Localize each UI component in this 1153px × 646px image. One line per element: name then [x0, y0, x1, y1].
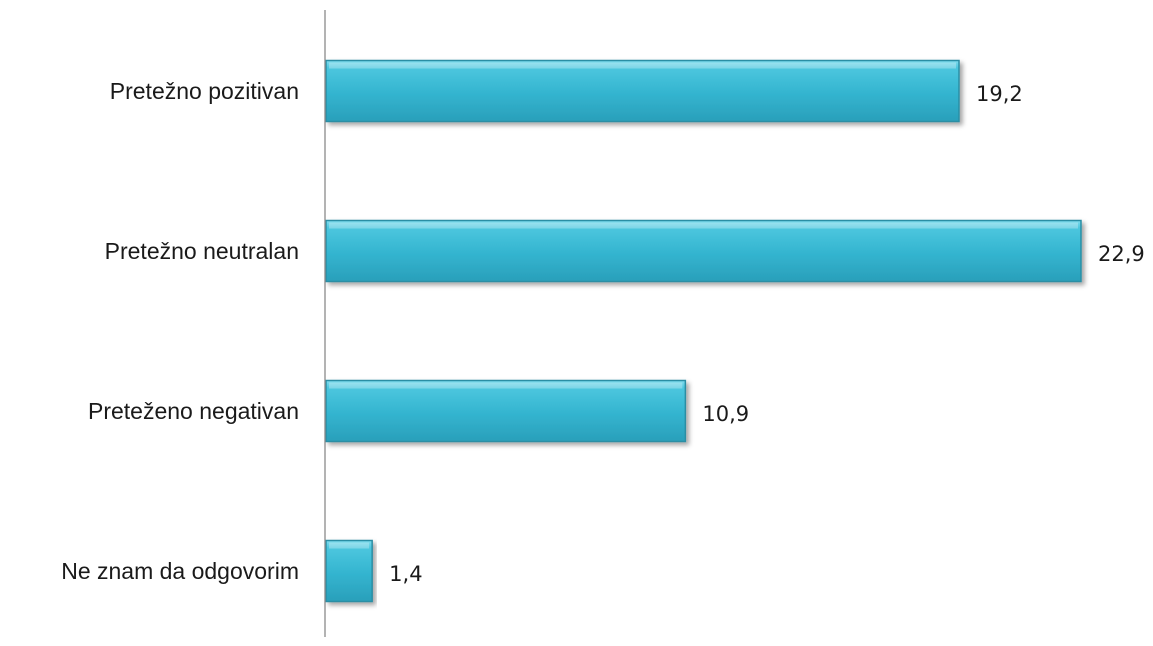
category-label: Ne znam da odgovorim — [61, 558, 299, 584]
bar-highlight-2 — [329, 382, 683, 389]
category-label: Pretežno neutralan — [105, 238, 299, 264]
labels-layer: Pretežno pozitivan 19,2 Pretežno neutralan… — [61, 78, 1145, 586]
value-label: 22,9 — [1098, 242, 1145, 266]
bars-layer — [325, 59, 1082, 603]
value-label: 1,4 — [389, 562, 422, 586]
bar-2 — [325, 379, 687, 443]
value-label: 19,2 — [976, 82, 1023, 106]
bar-3 — [325, 539, 373, 603]
bar-0 — [325, 59, 960, 123]
category-label: Preteženo negativan — [88, 398, 299, 424]
bar-highlight-1 — [329, 222, 1078, 229]
bar-highlight-0 — [329, 62, 957, 69]
category-label: Pretežno pozitivan — [110, 78, 299, 104]
bar-highlight-3 — [329, 542, 370, 549]
value-label: 10,9 — [702, 402, 749, 426]
bar-1 — [325, 219, 1082, 283]
